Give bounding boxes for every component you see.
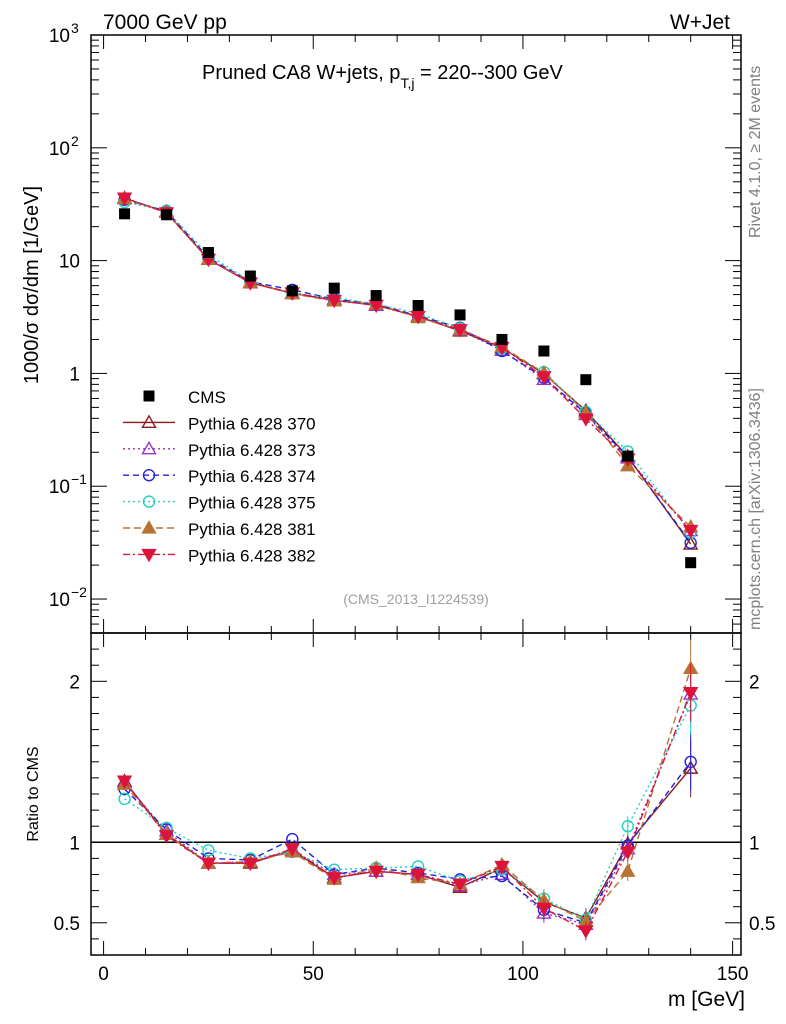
data-point xyxy=(160,209,172,221)
data-point xyxy=(685,557,697,569)
data-point xyxy=(202,247,214,259)
data-point xyxy=(328,282,340,294)
y-tick-label: 10 xyxy=(49,477,70,498)
y-tick-exponent: 2 xyxy=(71,133,79,149)
x-tick-label: 0 xyxy=(98,964,109,985)
ratio-tick-label-right: 0.5 xyxy=(749,914,775,935)
ratio-line-3 xyxy=(124,705,692,921)
data-point xyxy=(119,208,131,220)
chart-title: Pruned CA8 W+jets, pT,j = 220--300 GeV xyxy=(202,62,564,91)
y-tick-base: 10 xyxy=(49,139,70,160)
y-tick-base: 10 xyxy=(49,477,70,498)
legend-marker xyxy=(141,414,157,428)
legend-marker xyxy=(141,548,157,563)
y-tick-base: 10 xyxy=(49,590,70,611)
data-point xyxy=(412,300,424,312)
y-tick-label: 10 xyxy=(49,590,70,611)
y-tick-label: 1 xyxy=(69,364,80,385)
series-point xyxy=(536,371,552,385)
legend-data-label: CMS xyxy=(188,388,226,407)
ratio-point xyxy=(326,872,342,886)
series-point xyxy=(116,192,133,206)
data-point xyxy=(580,374,592,386)
process-label: W+Jet xyxy=(670,11,730,34)
data-point xyxy=(286,285,298,297)
ratio-y-axis-label: Ratio to CMS xyxy=(25,746,42,841)
y-tick-label: 10 xyxy=(49,139,70,160)
ratio-tick-label: 1 xyxy=(69,833,80,854)
series-point xyxy=(326,294,342,309)
ratio-line-2 xyxy=(124,761,692,924)
ratio-point xyxy=(284,843,300,857)
legend-data-marker xyxy=(143,390,155,402)
ratio-line-1 xyxy=(124,693,692,926)
data-point xyxy=(538,345,550,357)
ratio-point xyxy=(202,844,215,857)
x-tick-label: 100 xyxy=(507,964,539,985)
main-panel-frame xyxy=(90,34,742,634)
x-tick-label: 150 xyxy=(717,964,749,985)
legend-label: Pythia 6.428 374 xyxy=(188,467,316,486)
rivet-version-label: Rivet 4.1.0, ≥ 2M events xyxy=(747,66,764,238)
ratio-point xyxy=(368,865,384,880)
analysis-id: (CMS_2013_I1224539) xyxy=(343,591,489,607)
ratio-point xyxy=(118,792,131,806)
y-tick-label: 10 xyxy=(49,26,70,47)
mcplots-label: mcplots.cern.ch [arXiv:1306.3436] xyxy=(747,388,764,630)
chart-title-tail: = 220--300 GeV xyxy=(414,62,563,84)
legend-label: Pythia 6.428 370 xyxy=(188,414,316,433)
data-point xyxy=(622,450,634,462)
ratio-tick-label-right: 2 xyxy=(749,672,760,693)
y-tick-base: 10 xyxy=(49,26,70,47)
data-point xyxy=(496,333,508,345)
ratio-point xyxy=(116,775,133,790)
series-point xyxy=(578,413,594,427)
ratio-tick-label: 0.5 xyxy=(54,914,80,935)
data-point xyxy=(244,270,256,282)
ratio-line-5 xyxy=(123,692,692,932)
legend-label: Pythia 6.428 381 xyxy=(188,520,316,539)
series-point xyxy=(452,324,468,338)
ratio-point xyxy=(410,868,426,883)
series-point xyxy=(682,524,699,539)
legend-marker xyxy=(142,495,156,508)
y-tick-exponent: −2 xyxy=(71,584,87,600)
energy-label: 7000 GeV pp xyxy=(103,11,227,34)
ratio-point xyxy=(452,878,468,893)
ratio-point xyxy=(242,857,259,872)
ratio-point xyxy=(200,857,217,872)
legend-marker xyxy=(141,520,157,534)
y-axis-label: 1000/σ dσ/dm [1/GeV] xyxy=(21,186,43,384)
data-point xyxy=(370,290,382,302)
legend-marker xyxy=(142,469,156,482)
legend-label: Pythia 6.428 373 xyxy=(188,441,316,460)
ratio-line-0 xyxy=(123,767,692,919)
chart-title-main: Pruned CA8 W+jets, p xyxy=(202,62,400,84)
ratio-tick-label-right: 1 xyxy=(749,833,760,854)
y-tick-exponent: −1 xyxy=(71,471,87,487)
ratio-point xyxy=(158,830,175,844)
x-axis-label: m [GeV] xyxy=(668,988,745,1011)
legend-label: Pythia 6.428 375 xyxy=(188,494,316,513)
series-line-5 xyxy=(124,197,692,531)
ratio-panel-frame xyxy=(90,632,742,956)
ratio-tick-label: 2 xyxy=(69,672,80,693)
legend-label: Pythia 6.428 382 xyxy=(188,546,316,565)
legend-marker xyxy=(141,440,157,455)
ratio-point xyxy=(494,860,510,875)
x-tick-label: 50 xyxy=(303,964,324,985)
chart-title-subscript: T,j xyxy=(400,75,414,91)
y-tick-label: 10 xyxy=(59,252,80,273)
y-tick-exponent: 3 xyxy=(71,20,79,36)
series-line-2 xyxy=(124,199,692,544)
data-point xyxy=(454,309,466,321)
series-point xyxy=(410,310,426,325)
